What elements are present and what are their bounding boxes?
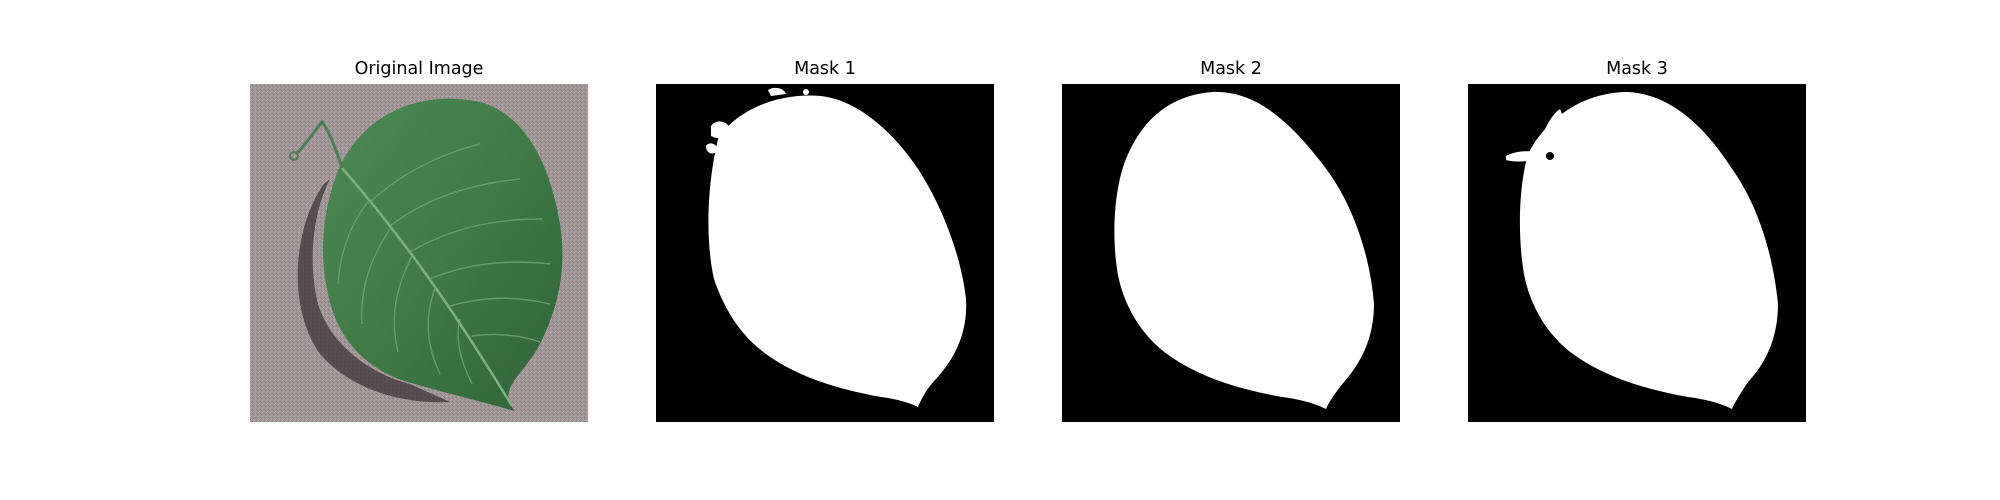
mask-2-panel xyxy=(1062,84,1400,422)
leaf-stem xyxy=(294,119,344,169)
mask-3-image xyxy=(1468,84,1806,422)
mask-1-image xyxy=(656,84,994,422)
panel-title-mask-1: Mask 1 xyxy=(794,59,856,79)
panel-title-original: Original Image xyxy=(354,59,484,79)
leaf-shape xyxy=(322,98,563,411)
mask-2-image xyxy=(1062,84,1400,422)
mask-3-leaf xyxy=(1519,92,1778,409)
leaf-photo xyxy=(250,84,588,422)
original-image-panel xyxy=(250,84,588,422)
panel-title-mask-3: Mask 3 xyxy=(1606,59,1668,79)
panel-title-mask-2: Mask 2 xyxy=(1200,59,1262,79)
mask-1-leaf xyxy=(708,95,967,408)
mask-2-leaf xyxy=(1114,91,1374,410)
mask-1-panel xyxy=(656,84,994,422)
mask-3-panel xyxy=(1468,84,1806,422)
